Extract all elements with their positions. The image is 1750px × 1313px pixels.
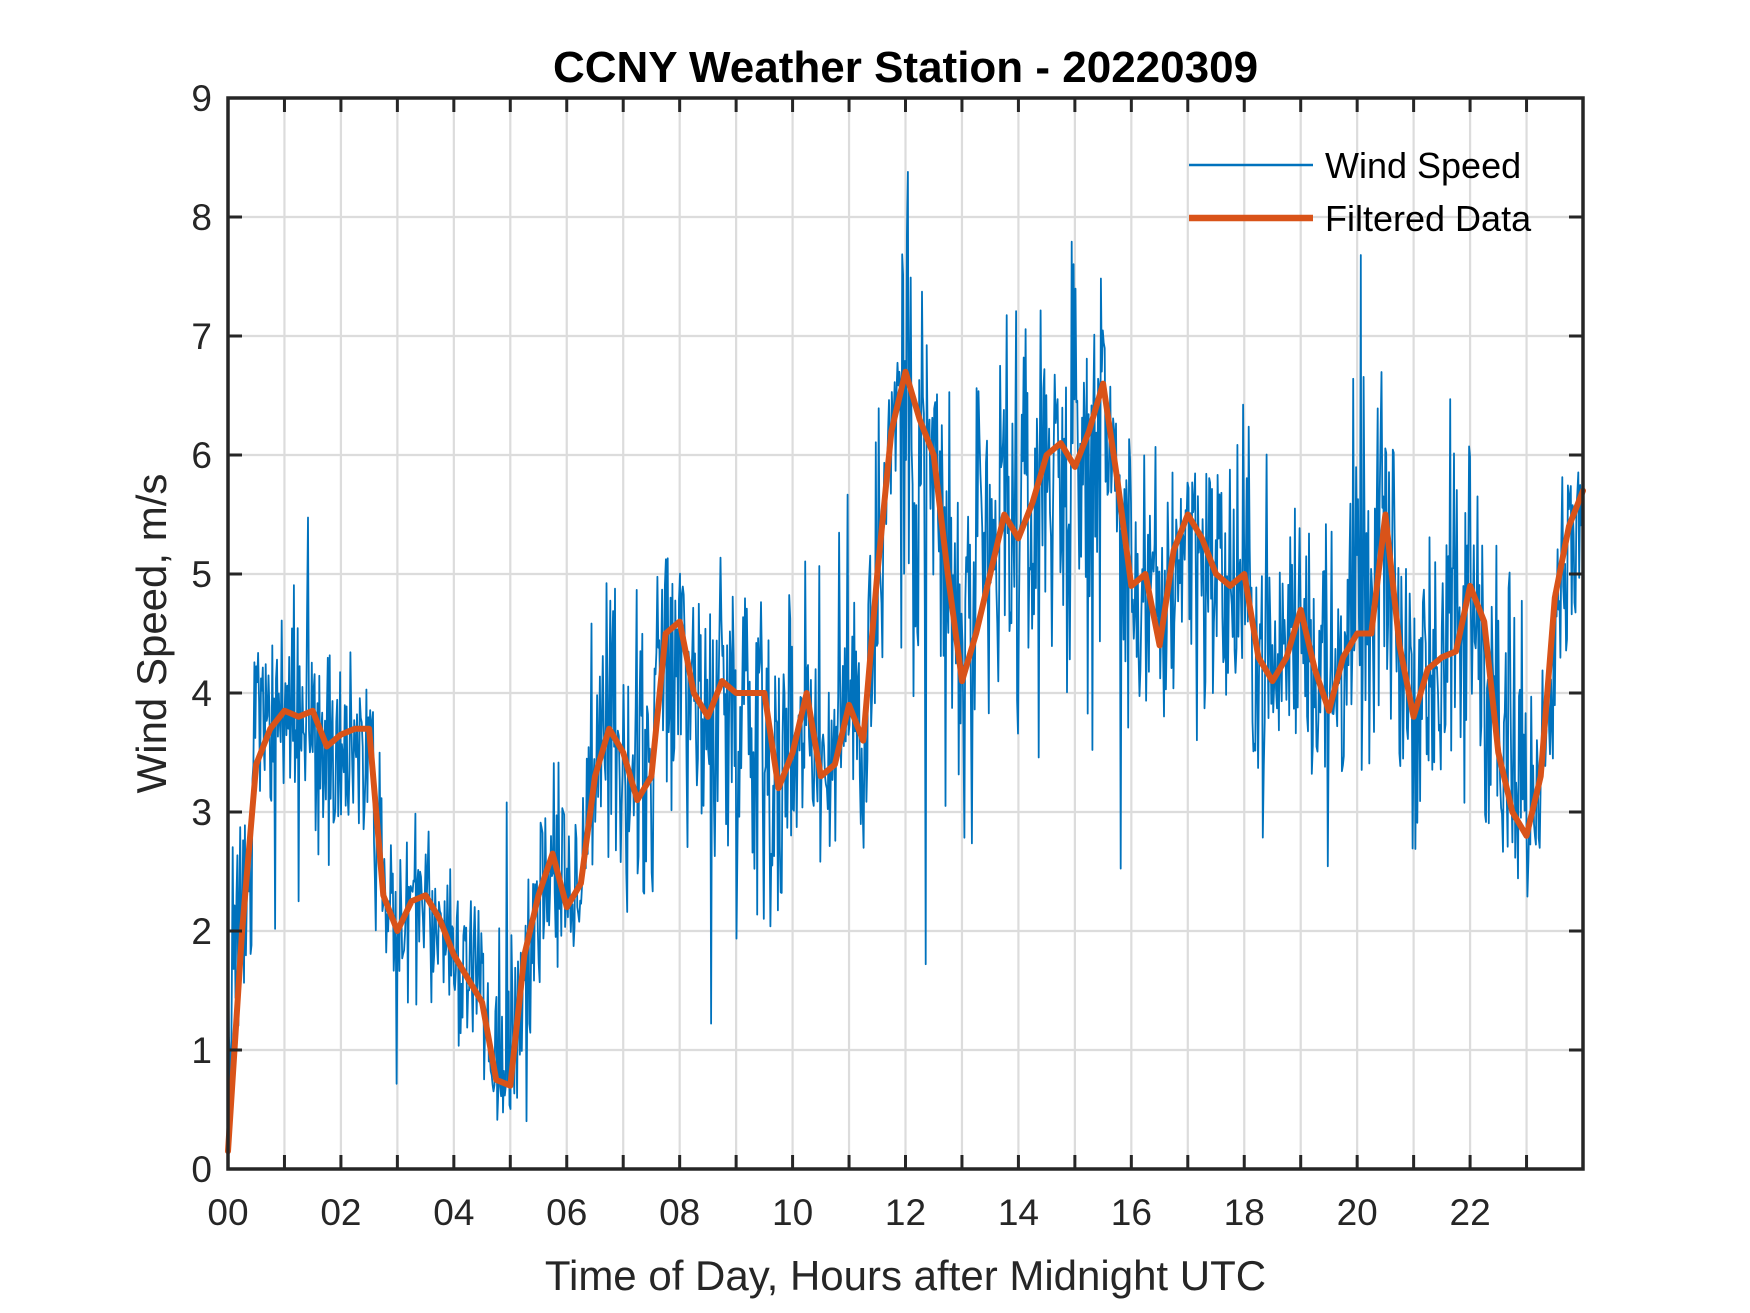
legend-label-filtered-data: Filtered Data <box>1325 198 1532 239</box>
y-tick-label: 6 <box>191 435 212 476</box>
series-layer <box>225 170 1586 1155</box>
y-axis-label: Wind Speed, m/s <box>128 474 175 794</box>
x-tick-label: 12 <box>885 1192 926 1233</box>
y-tick-label: 1 <box>191 1030 212 1071</box>
chart-title: CCNY Weather Station - 20220309 <box>553 43 1258 92</box>
x-tick-label: 14 <box>998 1192 1039 1233</box>
x-tick-label: 10 <box>772 1192 813 1233</box>
x-axis-label: Time of Day, Hours after Midnight UTC <box>545 1252 1266 1299</box>
x-tick-label: 22 <box>1450 1192 1491 1233</box>
y-tick-label: 7 <box>191 316 212 357</box>
x-tick-labels: 00 02 04 06 08 10 12 14 16 18 20 22 <box>207 1192 1490 1233</box>
series-line-filtered-data <box>225 368 1586 1155</box>
y-tick-label: 2 <box>191 911 212 952</box>
y-tick-labels: 0 1 2 3 4 5 6 7 8 9 <box>191 78 212 1190</box>
y-tick-label: 0 <box>191 1149 212 1190</box>
y-tick-label: 3 <box>191 792 212 833</box>
x-tick-label: 16 <box>1111 1192 1152 1233</box>
y-tick-label: 5 <box>191 554 212 595</box>
x-tick-label: 08 <box>659 1192 700 1233</box>
legend: Wind Speed Filtered Data <box>1189 145 1532 239</box>
x-tick-label: 00 <box>207 1192 248 1233</box>
legend-label-wind-speed: Wind Speed <box>1325 145 1521 186</box>
x-tick-label: 02 <box>320 1192 361 1233</box>
y-tick-label: 9 <box>191 78 212 119</box>
axes-box <box>226 96 1585 1171</box>
x-tick-label: 20 <box>1337 1192 1378 1233</box>
series-line-wind-speed <box>227 170 1584 1123</box>
x-tick-label: 04 <box>433 1192 474 1233</box>
y-tick-label: 8 <box>191 197 212 238</box>
y-tick-label: 4 <box>191 673 212 714</box>
x-tick-label: 06 <box>546 1192 587 1233</box>
x-tick-label: 18 <box>1224 1192 1265 1233</box>
